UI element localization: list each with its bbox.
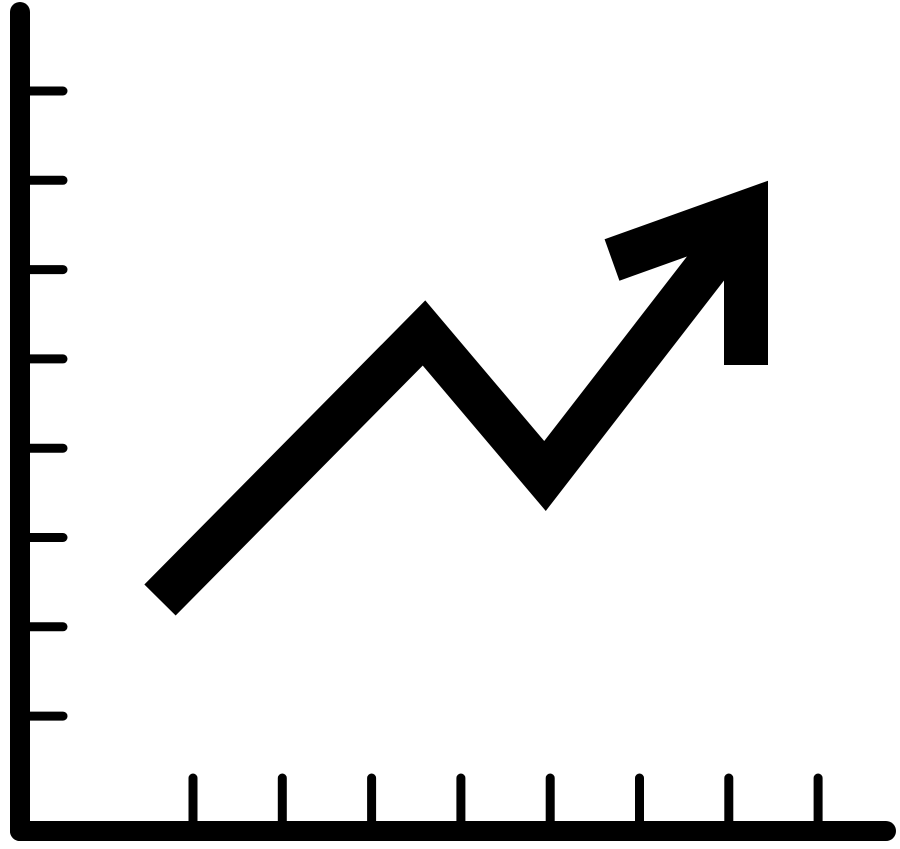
trend-line xyxy=(144,206,761,616)
y-axis-ticks xyxy=(15,86,68,721)
x-axis-ticks xyxy=(188,773,823,836)
arrow-head-icon xyxy=(604,180,768,365)
